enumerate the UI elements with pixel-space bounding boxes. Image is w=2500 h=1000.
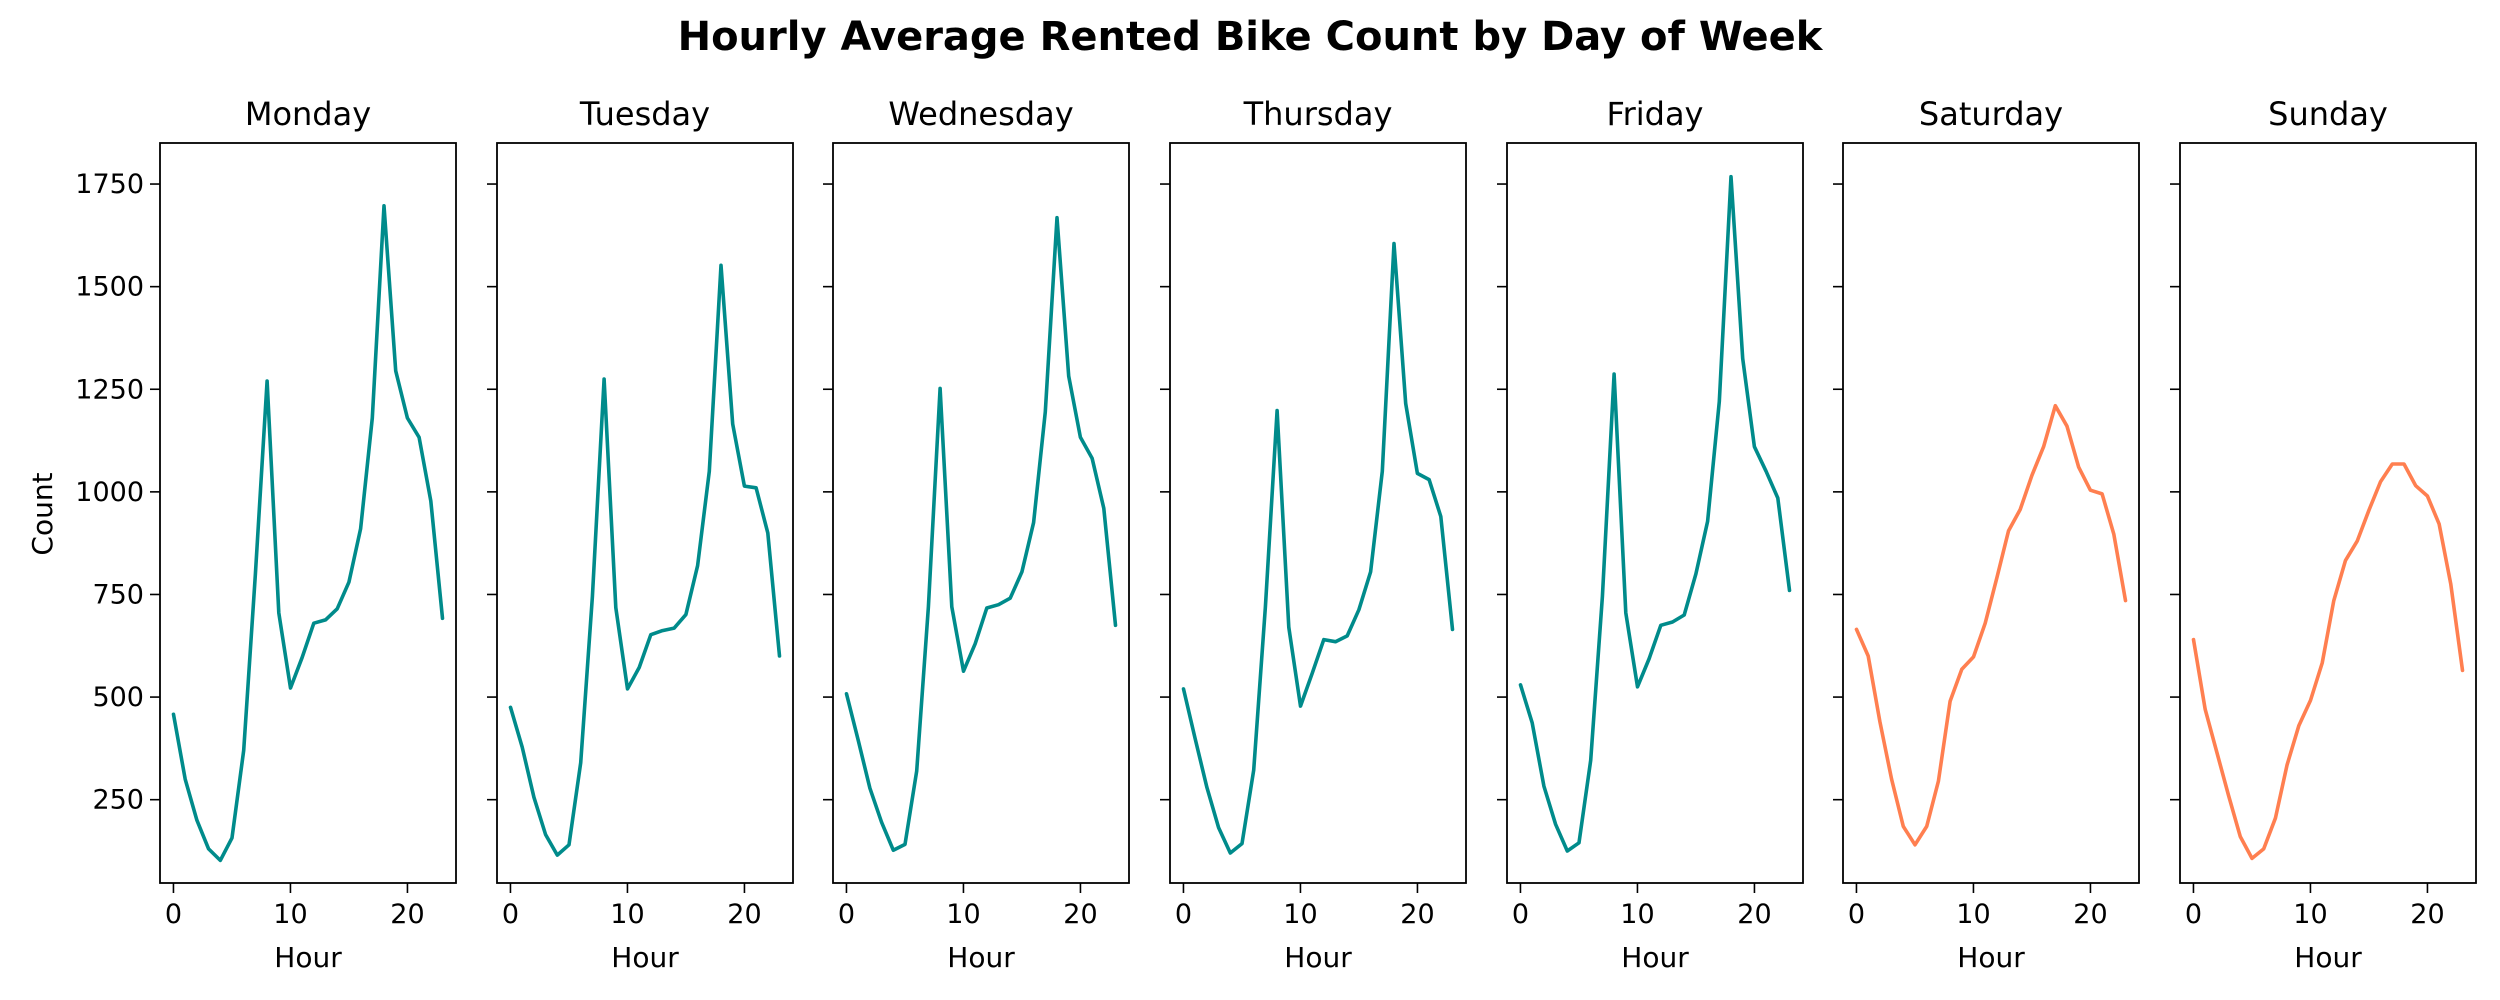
- x-tick-label: 20: [1400, 899, 1434, 930]
- x-tick-label: 0: [1512, 899, 1529, 930]
- x-tick-label: 0: [502, 899, 519, 930]
- panel-friday: Friday 0 10 20 Hour: [1497, 95, 1804, 974]
- panel-title-sunday: Sunday: [2268, 95, 2388, 133]
- y-tick-label: 1000: [75, 477, 144, 508]
- panel-frame: [1842, 142, 2140, 884]
- panel-tuesday: Tuesday 0 10 20 Hour: [487, 95, 794, 974]
- x-tick-label: 20: [1737, 899, 1771, 930]
- panel-wednesday: Wednesday 0 10 20 Hour: [823, 95, 1130, 974]
- x-tick-label: 10: [1956, 899, 1990, 930]
- x-tick-label: 0: [165, 899, 182, 930]
- x-tick-label: 0: [1175, 899, 1192, 930]
- x-tick-label: 10: [946, 899, 980, 930]
- y-tick-label: 1500: [75, 272, 144, 303]
- x-tick-label: 20: [1063, 899, 1097, 930]
- series-line-saturday: [1854, 403, 2128, 847]
- panel-title-tuesday: Tuesday: [579, 95, 710, 133]
- panel-monday: Monday 250 500 750 1000 1250 1500 1750 0 10 20 Hour: [75, 95, 457, 974]
- series-line-thursday: [1181, 241, 1455, 855]
- x-tick-label: 10: [2293, 899, 2327, 930]
- panel-title-wednesday: Wednesday: [888, 95, 1073, 133]
- x-tick-label: 0: [2185, 899, 2202, 930]
- panel-title-saturday: Saturday: [1919, 95, 2063, 133]
- panel-sunday: Sunday 0 10 20 Hour: [2170, 95, 2477, 974]
- x-tick-label: 20: [2073, 899, 2107, 930]
- panel-thursday: Thursday 0 10 20 Hour: [1160, 95, 1467, 974]
- x-tick-label: 20: [2410, 899, 2444, 930]
- x-axis-label-thursday: Hour: [1284, 941, 1352, 974]
- panel-frame: [832, 142, 1130, 884]
- x-tick-label: 10: [1620, 899, 1654, 930]
- x-axis-label-sunday: Hour: [2294, 941, 2362, 974]
- y-axis-label: Count: [26, 472, 59, 555]
- x-axis-label-monday: Hour: [274, 941, 342, 974]
- x-tick-label: 0: [838, 899, 855, 930]
- x-axis-label-wednesday: Hour: [947, 941, 1015, 974]
- x-tick-label: 20: [727, 899, 761, 930]
- series-line-tuesday: [508, 263, 782, 857]
- x-tick-label: 10: [610, 899, 644, 930]
- panel-title-monday: Monday: [245, 95, 371, 133]
- x-tick-label: 10: [273, 899, 307, 930]
- series-line-friday: [1518, 174, 1792, 853]
- panel-frame: [1506, 142, 1804, 884]
- panel-frame: [496, 142, 794, 884]
- series-line-wednesday: [844, 215, 1118, 853]
- panel-frame: [1169, 142, 1467, 884]
- series-line-sunday: [2191, 462, 2465, 861]
- y-tick-label: 250: [92, 785, 144, 816]
- y-tick-label: 750: [92, 579, 144, 610]
- x-tick-label: 10: [1283, 899, 1317, 930]
- y-tick-label: 1250: [75, 374, 144, 405]
- panel-frame: [159, 142, 457, 884]
- x-axis-label-saturday: Hour: [1957, 941, 2025, 974]
- x-axis-label-tuesday: Hour: [611, 941, 679, 974]
- x-axis-label-friday: Hour: [1621, 941, 1689, 974]
- chart-title: Hourly Average Rented Bike Count by Day …: [678, 14, 1824, 60]
- y-tick-label: 1750: [75, 169, 144, 200]
- x-tick-label: 20: [390, 899, 424, 930]
- x-tick-label: 0: [1848, 899, 1865, 930]
- panel-frame: [2179, 142, 2477, 884]
- series-line-monday: [171, 204, 445, 863]
- y-tick-label: 500: [92, 682, 144, 713]
- panel-title-friday: Friday: [1607, 95, 1704, 133]
- panel-saturday: Saturday 0 10 20 Hour: [1833, 95, 2140, 974]
- panel-title-thursday: Thursday: [1243, 95, 1393, 133]
